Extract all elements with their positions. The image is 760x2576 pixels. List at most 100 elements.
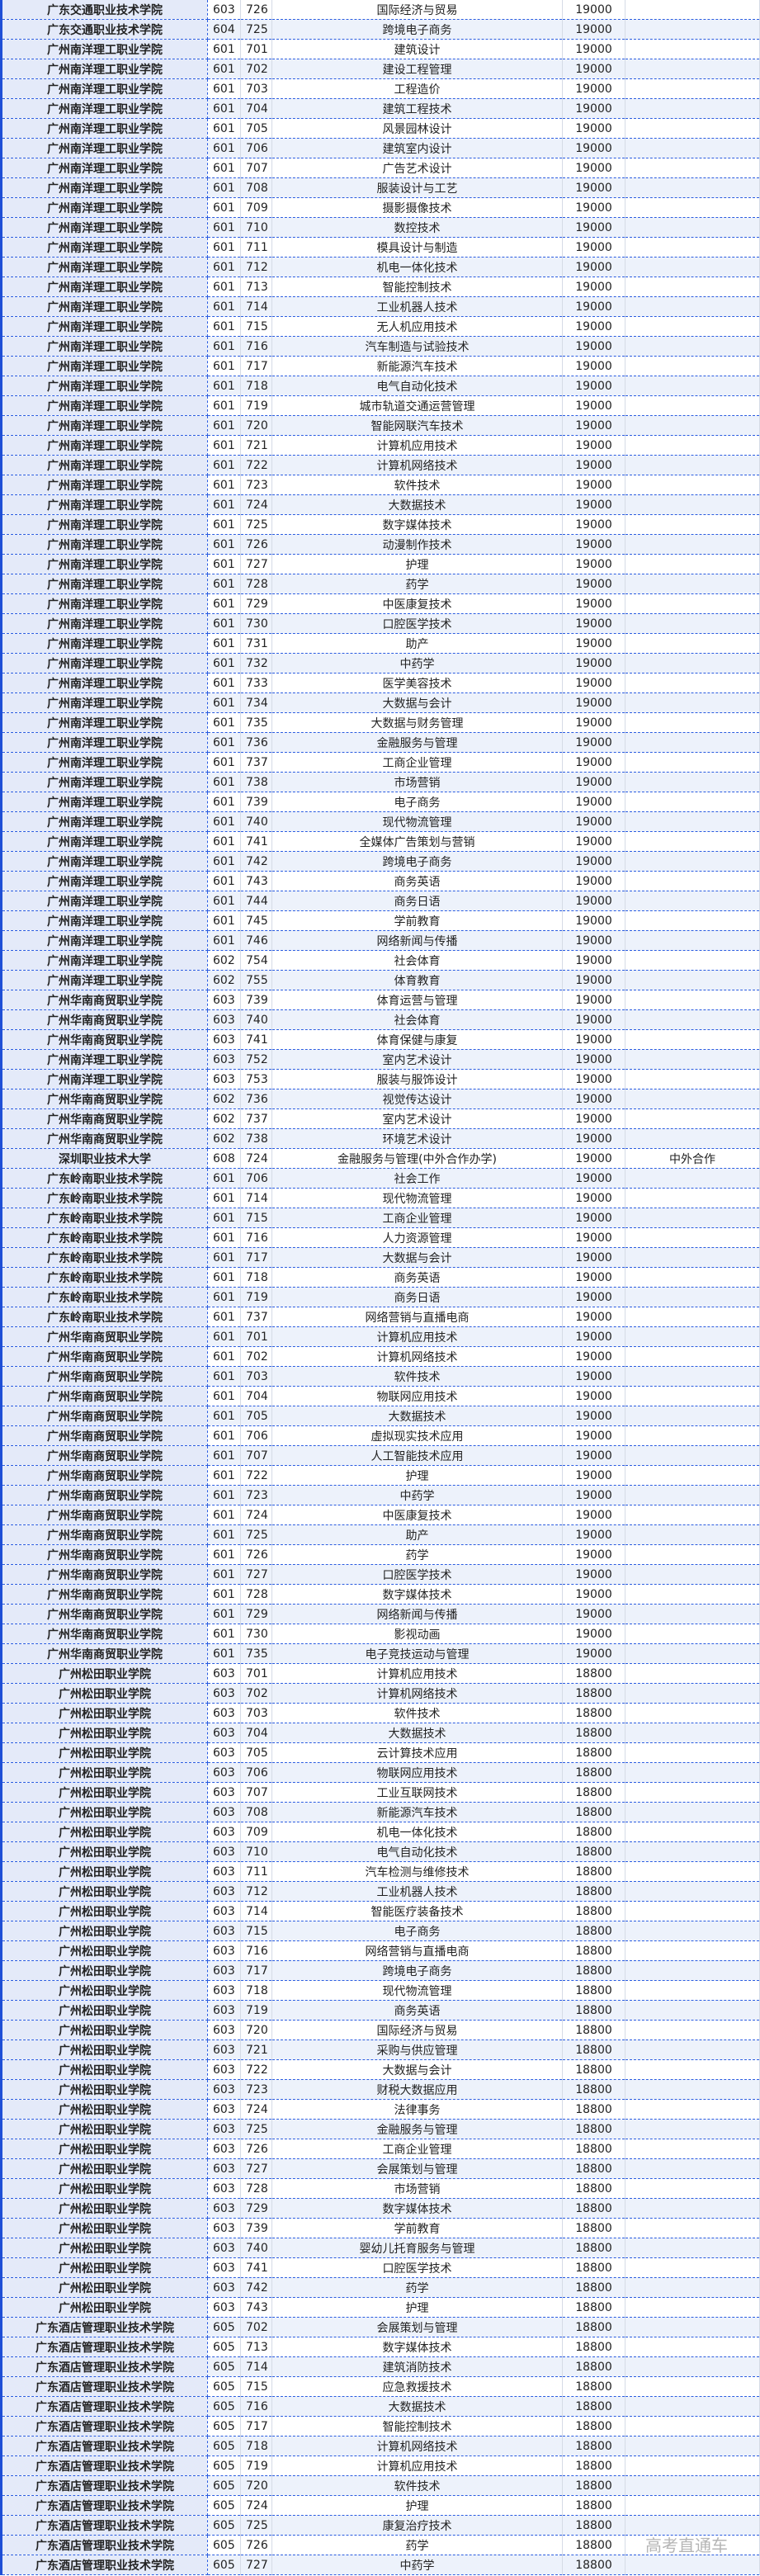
- group-code-cell: 603: [207, 2277, 241, 2298]
- remark-cell: [625, 1366, 760, 1387]
- school-name-cell: 广东酒店管理职业技术学院: [1, 2455, 208, 2476]
- table-row: 广州松田职业学院 603 705 云计算技术应用 18800: [1, 1742, 760, 1763]
- table-row: 广东酒店管理职业技术学院 605 717 智能控制技术 18800: [1, 2416, 760, 2437]
- major-code-cell: 728: [240, 574, 272, 594]
- remark-cell: [625, 19, 760, 40]
- major-code-cell: 729: [240, 1604, 272, 1624]
- group-code-cell: 601: [207, 534, 241, 555]
- tuition-cell: 19000: [562, 514, 625, 535]
- remark-cell: [625, 39, 760, 59]
- table-row: 广州松田职业学院 603 701 计算机应用技术 18800: [1, 1663, 760, 1684]
- tuition-cell: 19000: [562, 1168, 625, 1189]
- tuition-cell: 19000: [562, 1386, 625, 1406]
- tuition-cell: 18800: [562, 2059, 625, 2080]
- major-code-cell: 738: [240, 1128, 272, 1149]
- remark-cell: [625, 1326, 760, 1347]
- major-code-cell: 723: [240, 1485, 272, 1505]
- major-name-cell: 电子商务: [271, 792, 563, 812]
- remark-cell: [625, 772, 760, 792]
- major-code-cell: 717: [240, 1247, 272, 1268]
- table-row: 广东交通职业技术学院 603 726 国际经济与贸易 19000: [1, 0, 760, 20]
- remark-cell: [625, 1386, 760, 1406]
- school-name-cell: 广州南洋理工职业学院: [1, 296, 208, 317]
- major-code-cell: 735: [240, 712, 272, 733]
- major-name-cell: 工商企业管理: [271, 2139, 563, 2159]
- remark-cell: [625, 257, 760, 277]
- tuition-cell: 19000: [562, 1049, 625, 1070]
- remark-cell: [625, 2297, 760, 2318]
- remark-cell: [625, 2555, 760, 2575]
- school-name-cell: 广州华南商贸职业学院: [1, 1326, 208, 1347]
- tuition-cell: 18800: [562, 1940, 625, 1961]
- group-code-cell: 601: [207, 851, 241, 872]
- table-row: 广州南洋理工职业学院 601 713 智能控制技术 19000: [1, 277, 760, 297]
- major-code-cell: 716: [240, 336, 272, 357]
- remark-cell: [625, 237, 760, 258]
- remark-cell: [625, 574, 760, 594]
- remark-cell: [625, 1683, 760, 1704]
- tuition-cell: 18800: [562, 1703, 625, 1723]
- major-code-cell: 744: [240, 891, 272, 911]
- group-code-cell: 603: [207, 1742, 241, 1763]
- school-name-cell: 广东岭南职业技术学院: [1, 1247, 208, 1268]
- group-code-cell: 601: [207, 653, 241, 674]
- major-name-cell: 计算机网络技术: [271, 1683, 563, 1704]
- group-code-cell: 601: [207, 752, 241, 773]
- tuition-cell: 18800: [562, 2079, 625, 2100]
- major-code-cell: 754: [240, 950, 272, 971]
- major-name-cell: 大数据与财务管理: [271, 712, 563, 733]
- remark-cell: [625, 0, 760, 20]
- group-code-cell: 603: [207, 2000, 241, 2021]
- group-code-cell: 601: [207, 554, 241, 574]
- remark-cell: [625, 2535, 760, 2555]
- tuition-cell: 19000: [562, 990, 625, 1010]
- table-row: 广东岭南职业技术学院 601 706 社会工作 19000: [1, 1168, 760, 1189]
- major-name-cell: 无人机应用技术: [271, 316, 563, 337]
- school-name-cell: 广州南洋理工职业学院: [1, 1069, 208, 1089]
- table-row: 广州南洋理工职业学院 601 734 大数据与会计 19000: [1, 692, 760, 713]
- major-code-cell: 715: [240, 1208, 272, 1228]
- group-code-cell: 603: [207, 1069, 241, 1089]
- group-code-cell: 601: [207, 59, 241, 79]
- table-row: 广州松田职业学院 603 725 金融服务与管理 18800: [1, 2119, 760, 2139]
- table-row: 广州松田职业学院 603 709 机电一体化技术 18800: [1, 1822, 760, 1842]
- tuition-cell: 18800: [562, 2178, 625, 2199]
- major-name-cell: 大数据技术: [271, 1406, 563, 1426]
- school-name-cell: 广州南洋理工职业学院: [1, 158, 208, 178]
- table-row: 广州松田职业学院 603 719 商务英语 18800: [1, 2000, 760, 2021]
- major-code-cell: 717: [240, 356, 272, 376]
- school-name-cell: 广州松田职业学院: [1, 1841, 208, 1862]
- school-name-cell: 广州华南商贸职业学院: [1, 1406, 208, 1426]
- remark-cell: [625, 376, 760, 396]
- major-code-cell: 715: [240, 1921, 272, 1941]
- major-code-cell: 701: [240, 1663, 272, 1684]
- tuition-cell: 19000: [562, 316, 625, 337]
- group-code-cell: 603: [207, 2257, 241, 2278]
- table-row: 广州南洋理工职业学院 601 720 智能网联汽车技术 19000: [1, 415, 760, 436]
- remark-cell: [625, 1425, 760, 1446]
- school-name-cell: 广州南洋理工职业学院: [1, 792, 208, 812]
- group-code-cell: 603: [207, 2059, 241, 2080]
- table-row: 广州南洋理工职业学院 601 744 商务日语 19000: [1, 891, 760, 911]
- tuition-cell: 19000: [562, 1108, 625, 1129]
- group-code-cell: 601: [207, 138, 241, 158]
- major-name-cell: 电气自动化技术: [271, 1841, 563, 1862]
- major-code-cell: 726: [240, 2535, 272, 2555]
- school-name-cell: 广州南洋理工职业学院: [1, 950, 208, 971]
- remark-cell: [625, 792, 760, 812]
- school-name-cell: 广州华南商贸职业学院: [1, 990, 208, 1010]
- group-code-cell: 603: [207, 1029, 241, 1050]
- major-code-cell: 738: [240, 772, 272, 792]
- major-name-cell: 计算机应用技术: [271, 1326, 563, 1347]
- school-name-cell: 广州华南商贸职业学院: [1, 1366, 208, 1387]
- school-name-cell: 广州南洋理工职业学院: [1, 752, 208, 773]
- group-code-cell: 603: [207, 1960, 241, 1981]
- major-name-cell: 电子竞技运动与管理: [271, 1643, 563, 1664]
- tuition-cell: 19000: [562, 792, 625, 812]
- major-name-cell: 学前教育: [271, 910, 563, 931]
- remark-cell: [625, 2495, 760, 2516]
- group-code-cell: 601: [207, 712, 241, 733]
- major-name-cell: 会展策划与管理: [271, 2158, 563, 2179]
- major-name-cell: 智能控制技术: [271, 2416, 563, 2437]
- major-code-cell: 726: [240, 534, 272, 555]
